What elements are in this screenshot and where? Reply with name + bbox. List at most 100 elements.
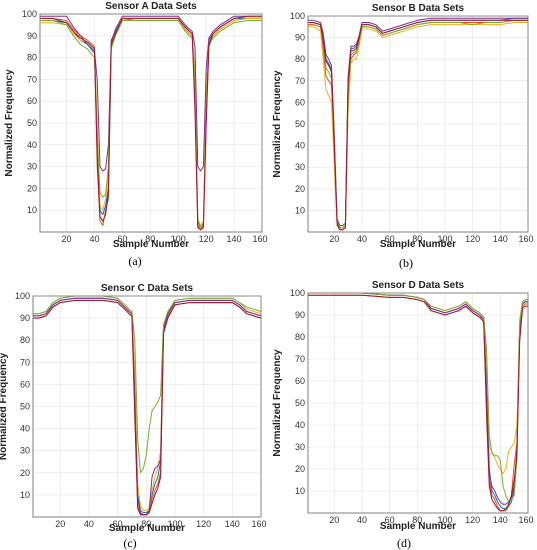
- series-line-6: [308, 294, 528, 512]
- y-tick-label: 20: [20, 468, 30, 478]
- x-tick-label: 120: [465, 515, 480, 525]
- plot-border: [307, 15, 529, 233]
- panel-caption: (a): [128, 254, 141, 268]
- x-tick-label: 80: [412, 515, 422, 525]
- y-tick-label: 90: [295, 33, 305, 43]
- plot-border: [39, 13, 263, 233]
- y-tick-label: 90: [295, 310, 305, 320]
- y-tick-label: 40: [20, 424, 30, 434]
- y-tick-label: 70: [295, 76, 305, 86]
- series-line-4: [40, 15, 262, 172]
- y-tick-label: 50: [27, 118, 37, 128]
- x-tick-label: 60: [385, 234, 395, 244]
- series-line-5: [308, 19, 528, 229]
- x-tick-label: 120: [465, 234, 480, 244]
- y-tick-label: 10: [27, 205, 37, 215]
- x-tick-label: 40: [357, 515, 367, 525]
- x-tick-label: 160: [252, 234, 267, 244]
- x-tick-label: 120: [199, 234, 214, 244]
- y-tick-label: 80: [27, 53, 37, 63]
- y-tick-label: 20: [295, 184, 305, 194]
- panel-caption: (d): [397, 536, 411, 550]
- series-line-3: [308, 22, 528, 229]
- y-tick-label: 50: [295, 119, 305, 129]
- y-tick-label: 60: [295, 376, 305, 386]
- chart-title: Sensor A Data Sets: [105, 1, 197, 12]
- series-line-6: [40, 15, 262, 231]
- x-axis-label: Sample Number: [113, 239, 189, 250]
- series-line-6: [308, 19, 528, 231]
- y-tick-label: 50: [20, 402, 30, 412]
- y-tick-label: 90: [27, 31, 37, 41]
- y-tick-label: 70: [20, 357, 30, 367]
- x-tick-label: 20: [329, 234, 339, 244]
- x-tick-label: 100: [167, 519, 182, 529]
- y-axis-label: Normalized Frequency: [4, 69, 15, 177]
- x-tick-label: 80: [412, 234, 422, 244]
- plot-border: [32, 295, 262, 518]
- y-tick-label: 100: [15, 291, 30, 301]
- plot-border: [307, 292, 529, 514]
- y-tick-label: 90: [20, 313, 30, 323]
- x-tick-label: 80: [141, 519, 151, 529]
- x-axis-label: Sample Number: [109, 523, 185, 534]
- y-tick-label: 70: [27, 74, 37, 84]
- x-tick-label: 20: [62, 234, 72, 244]
- x-tick-label: 120: [196, 519, 211, 529]
- y-tick-label: 100: [290, 288, 305, 298]
- series-line-6: [33, 299, 262, 516]
- x-tick-label: 60: [113, 519, 123, 529]
- y-tick-label: 60: [27, 96, 37, 106]
- y-tick-label: 100: [22, 9, 37, 19]
- y-tick-label: 10: [295, 205, 305, 215]
- chart-panel-2: 20 40 60 80 100 120 140 160 10 20 30 40 50 60 70 80 90 10…: [272, 3, 534, 270]
- x-tick-label: 100: [437, 234, 452, 244]
- panel-caption: (b): [399, 256, 413, 270]
- x-tick-label: 40: [357, 234, 367, 244]
- y-tick-label: 70: [295, 354, 305, 364]
- y-tick-label: 30: [295, 162, 305, 172]
- x-axis-label: Sample Number: [380, 521, 456, 532]
- x-tick-label: 20: [329, 515, 339, 525]
- x-tick-label: 140: [493, 515, 508, 525]
- y-tick-label: 30: [27, 162, 37, 172]
- x-tick-label: 60: [385, 515, 395, 525]
- y-tick-label: 100: [290, 11, 305, 21]
- panel-caption: (c): [123, 536, 136, 550]
- y-axis-label: Normalized Frequency: [0, 352, 9, 460]
- x-tick-label: 140: [225, 519, 240, 529]
- x-tick-label: 140: [493, 234, 508, 244]
- x-tick-label: 140: [227, 234, 242, 244]
- y-tick-label: 10: [20, 490, 30, 500]
- y-tick-label: 60: [295, 97, 305, 107]
- series-line-5: [308, 292, 528, 503]
- y-tick-label: 40: [27, 140, 37, 150]
- x-tick-label: 60: [117, 234, 127, 244]
- x-tick-label: 160: [518, 234, 533, 244]
- x-tick-label: 40: [89, 234, 99, 244]
- series-line-4: [308, 17, 528, 226]
- chart-title: Sensor D Data Sets: [372, 280, 465, 291]
- y-tick-label: 40: [295, 141, 305, 151]
- x-tick-label: 160: [251, 519, 266, 529]
- y-tick-label: 10: [295, 486, 305, 496]
- chart-title: Sensor B Data Sets: [372, 3, 465, 14]
- x-tick-label: 160: [518, 515, 533, 525]
- x-tick-label: 100: [437, 515, 452, 525]
- y-tick-label: 80: [295, 332, 305, 342]
- y-tick-label: 80: [295, 54, 305, 64]
- y-tick-label: 80: [20, 335, 30, 345]
- y-tick-label: 20: [295, 464, 305, 474]
- y-tick-label: 40: [295, 420, 305, 430]
- chart-panel-4: 20 40 60 80 100 120 140 160 10 20 30 40 50 60 70 80 90 10…: [272, 280, 534, 550]
- x-tick-label: 40: [84, 519, 94, 529]
- y-tick-label: 60: [20, 379, 30, 389]
- chart-title: Sensor C Data Sets: [101, 283, 194, 294]
- x-tick-label: 100: [171, 234, 186, 244]
- x-axis-label: Sample Number: [380, 239, 456, 250]
- y-axis-label: Normalized Frequency: [272, 349, 283, 457]
- y-tick-label: 30: [295, 442, 305, 452]
- chart-panel-1: 20 40 60 80 100 120 140 160 10 20 30 40 50 60 70 80 90 10…: [4, 1, 268, 268]
- y-tick-label: 20: [27, 183, 37, 193]
